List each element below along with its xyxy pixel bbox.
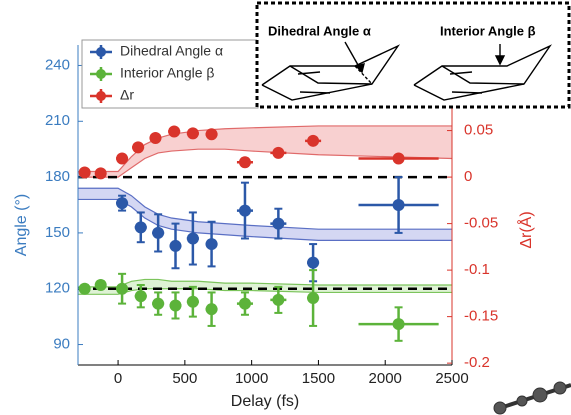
molecule-fragment [493, 381, 571, 415]
fit-band [78, 188, 452, 241]
data-point [238, 204, 251, 217]
data-point [272, 217, 285, 230]
data-point [78, 282, 91, 295]
data-point [134, 221, 147, 234]
legend-marker [96, 69, 106, 79]
plot-area: 0 500 1000 1500 2000 2500 90 120 150 180 210 240 0.0… [13, 39, 535, 410]
inset: Dihedral Angle α Interior Angle β [255, 1, 571, 109]
data-point [186, 127, 199, 140]
x-tick-label: 500 [172, 370, 197, 387]
legend-label: Dihedral Angle α [120, 43, 223, 59]
x-tick-label: 2500 [435, 370, 468, 387]
fit-line [78, 198, 452, 241]
data-point [238, 297, 251, 310]
data-point [186, 295, 199, 308]
data-point [152, 226, 165, 239]
y2-tick-label: -0.05 [464, 215, 498, 232]
data-point [116, 197, 129, 210]
legend-marker [96, 91, 106, 101]
data-point [307, 256, 320, 269]
data-point [186, 232, 199, 245]
data-point [272, 146, 285, 159]
data-point [392, 152, 405, 165]
inset-label: Interior Angle β [440, 23, 536, 38]
y2-tick-label: -0.15 [464, 308, 498, 325]
y2-tick-label: -0.2 [464, 354, 490, 371]
y-tick-label: 240 [45, 56, 70, 73]
y-tick-label: 150 [45, 224, 70, 241]
data-point [169, 239, 182, 252]
y-tick-label: 210 [45, 112, 70, 129]
fit-line [78, 148, 453, 178]
fit-line [78, 187, 452, 230]
legend-label: Δr [120, 87, 134, 103]
legend-label: Interior Angle β [120, 65, 214, 81]
fit-line [78, 125, 452, 173]
data-point [132, 141, 145, 154]
data-point [94, 167, 107, 180]
data-point [78, 166, 91, 179]
data-point [205, 303, 218, 316]
y-tick-label: 180 [45, 168, 70, 185]
fit-band [78, 279, 452, 295]
data-point [392, 318, 405, 331]
data-point [205, 238, 218, 251]
data-point [94, 279, 107, 291]
data-point [205, 128, 218, 141]
y2-axis-label: Δr(Å) [516, 211, 535, 248]
x-tick-label: 2000 [369, 370, 402, 387]
y-tick-label: 90 [53, 336, 70, 353]
y2-tick-label: 0.05 [464, 122, 493, 139]
x-tick-label: 1000 [235, 370, 268, 387]
inset-frame [255, 1, 571, 109]
data-point [149, 132, 162, 145]
y2-tick-label: -0.1 [464, 261, 490, 278]
inset-label: Dihedral Angle α [268, 23, 371, 38]
data-point [307, 292, 320, 305]
legend-marker [96, 47, 106, 57]
inset-drawing [261, 41, 553, 101]
data-point [152, 297, 165, 310]
y-tick-label: 120 [45, 280, 70, 297]
data-point [134, 290, 147, 303]
x-axis-label: Delay (fs) [231, 393, 299, 410]
data-point [272, 293, 285, 306]
data-point [168, 125, 181, 138]
data-point [116, 152, 129, 165]
y-axis-label: Angle (°) [13, 194, 30, 256]
data-point [169, 299, 182, 312]
x-tick-label: 0 [114, 370, 122, 387]
y2-tick-label: 0 [464, 168, 472, 185]
data-point [238, 156, 251, 169]
x-tick-label: 1500 [302, 370, 335, 387]
data-point [307, 134, 320, 147]
data-point [392, 199, 405, 211]
data-point [116, 282, 129, 295]
fit-line [78, 278, 452, 288]
